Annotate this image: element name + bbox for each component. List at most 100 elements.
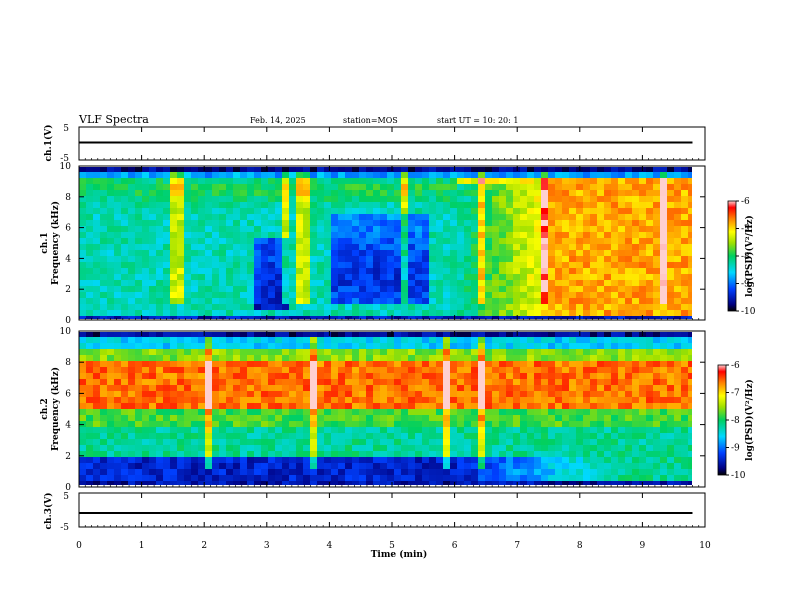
spectrogram-cell xyxy=(212,310,220,317)
spectrogram-cell xyxy=(282,475,290,482)
spectrogram-cell xyxy=(380,349,388,356)
spectrogram-cell xyxy=(128,316,136,319)
spectrogram-cell xyxy=(303,274,311,281)
spectrogram-cell xyxy=(590,379,598,386)
spectrogram-cell xyxy=(289,298,297,305)
spectrogram-cell xyxy=(394,343,402,350)
spectrogram-cell xyxy=(660,238,668,245)
spectrogram-cell xyxy=(212,172,220,179)
spectrogram-cell xyxy=(317,367,325,374)
spectrogram-cell xyxy=(443,355,451,362)
spectrogram-cell xyxy=(688,196,692,203)
spectrogram-cell xyxy=(660,208,668,215)
spectrogram-cell xyxy=(240,367,248,374)
spectrogram-cell xyxy=(261,298,269,305)
spectrogram-cell xyxy=(177,250,185,257)
spectrogram-cell xyxy=(688,415,692,422)
spectrogram-cell xyxy=(135,172,143,179)
spectrogram-cell xyxy=(296,337,304,344)
spectrogram-cell xyxy=(324,184,332,191)
spectrogram-cell xyxy=(387,367,395,374)
spectrogram-cell xyxy=(212,332,220,338)
spectrogram-cell xyxy=(590,232,598,239)
spectrogram-cell xyxy=(457,280,465,287)
ch1-spectrogram-image xyxy=(79,167,692,319)
spectrogram-cell xyxy=(429,367,437,374)
spectrogram-cell xyxy=(205,298,213,305)
spectrogram-cell xyxy=(492,250,500,257)
spectrogram-cell xyxy=(254,196,262,203)
spectrogram-cell xyxy=(345,190,353,197)
spectrogram-cell xyxy=(611,232,619,239)
spectrogram-cell xyxy=(611,415,619,422)
spectrogram-cell xyxy=(688,457,692,464)
spectrogram-cell xyxy=(478,457,486,464)
spectrogram-cell xyxy=(338,343,346,350)
spectrogram-cell xyxy=(492,238,500,245)
spectrogram-cell xyxy=(275,367,283,374)
spectrogram-cell xyxy=(485,190,493,197)
spectrogram-cell xyxy=(639,379,647,386)
spectrogram-cell xyxy=(478,349,486,356)
spectrogram-cell xyxy=(492,286,500,293)
spectrogram-cell xyxy=(541,439,549,446)
spectrogram-cell xyxy=(618,316,626,319)
spectrogram-cell xyxy=(604,337,612,344)
spectrogram-cell xyxy=(450,385,458,392)
spectrogram-cell xyxy=(527,280,535,287)
spectrogram-cell xyxy=(282,421,290,428)
spectrogram-cell xyxy=(156,451,164,458)
spectrogram-cell xyxy=(233,379,241,386)
ch1-spectrogram-ylabel-channel: ch.1 xyxy=(40,232,50,253)
spectrogram-cell xyxy=(499,391,507,398)
spectrogram-cell xyxy=(205,451,213,458)
spectrogram-cell xyxy=(254,256,262,263)
spectrogram-cell xyxy=(387,190,395,197)
spectrogram-cell xyxy=(429,214,437,221)
spectrogram-cell xyxy=(135,463,143,470)
spectrogram-cell xyxy=(555,421,563,428)
spectrogram-cell xyxy=(415,310,423,317)
spectrogram-cell xyxy=(296,280,304,287)
spectrogram-cell xyxy=(114,379,122,386)
spectrogram-cell xyxy=(282,332,290,338)
spectrogram-cell xyxy=(149,445,157,452)
spectrogram-cell xyxy=(422,475,430,482)
spectrogram-cell xyxy=(527,391,535,398)
spectrogram-cell xyxy=(422,292,430,299)
spectrogram-cell xyxy=(499,310,507,317)
spectrogram-cell xyxy=(359,244,367,251)
spectrogram-cell xyxy=(527,367,535,374)
spectrogram-cell xyxy=(380,421,388,428)
spectrogram-cell xyxy=(534,220,542,227)
spectrogram-cell xyxy=(674,274,682,281)
spectrogram-cell xyxy=(86,208,94,215)
spectrogram-cell xyxy=(506,256,514,263)
spectrogram-cell xyxy=(177,433,185,440)
spectrogram-cell xyxy=(366,274,374,281)
spectrogram-cell xyxy=(576,397,584,404)
spectrogram-cell xyxy=(492,475,500,482)
spectrogram-cell xyxy=(247,202,255,209)
spectrogram-cell xyxy=(429,427,437,434)
spectrogram-cell xyxy=(352,292,360,299)
spectrogram-cell xyxy=(639,457,647,464)
spectrogram-cell xyxy=(107,298,115,305)
spectrogram-cell xyxy=(100,391,108,398)
spectrogram-cell xyxy=(114,250,122,257)
spectrogram-cell xyxy=(338,457,346,464)
spectrogram-cell xyxy=(415,355,423,362)
spectrogram-cell xyxy=(387,178,395,185)
spectrogram-cell xyxy=(646,475,654,482)
spectrogram-cell xyxy=(415,316,423,319)
spectrogram-cell xyxy=(366,178,374,185)
spectrogram-cell xyxy=(436,421,444,428)
spectrogram-cell xyxy=(520,343,528,350)
spectrogram-cell xyxy=(331,214,339,221)
spectrogram-cell xyxy=(548,196,556,203)
spectrogram-cell xyxy=(366,349,374,356)
spectrogram-cell xyxy=(205,208,213,215)
spectrogram-cell xyxy=(303,445,311,452)
spectrogram-cell xyxy=(177,332,185,338)
spectrogram-cell xyxy=(184,244,192,251)
